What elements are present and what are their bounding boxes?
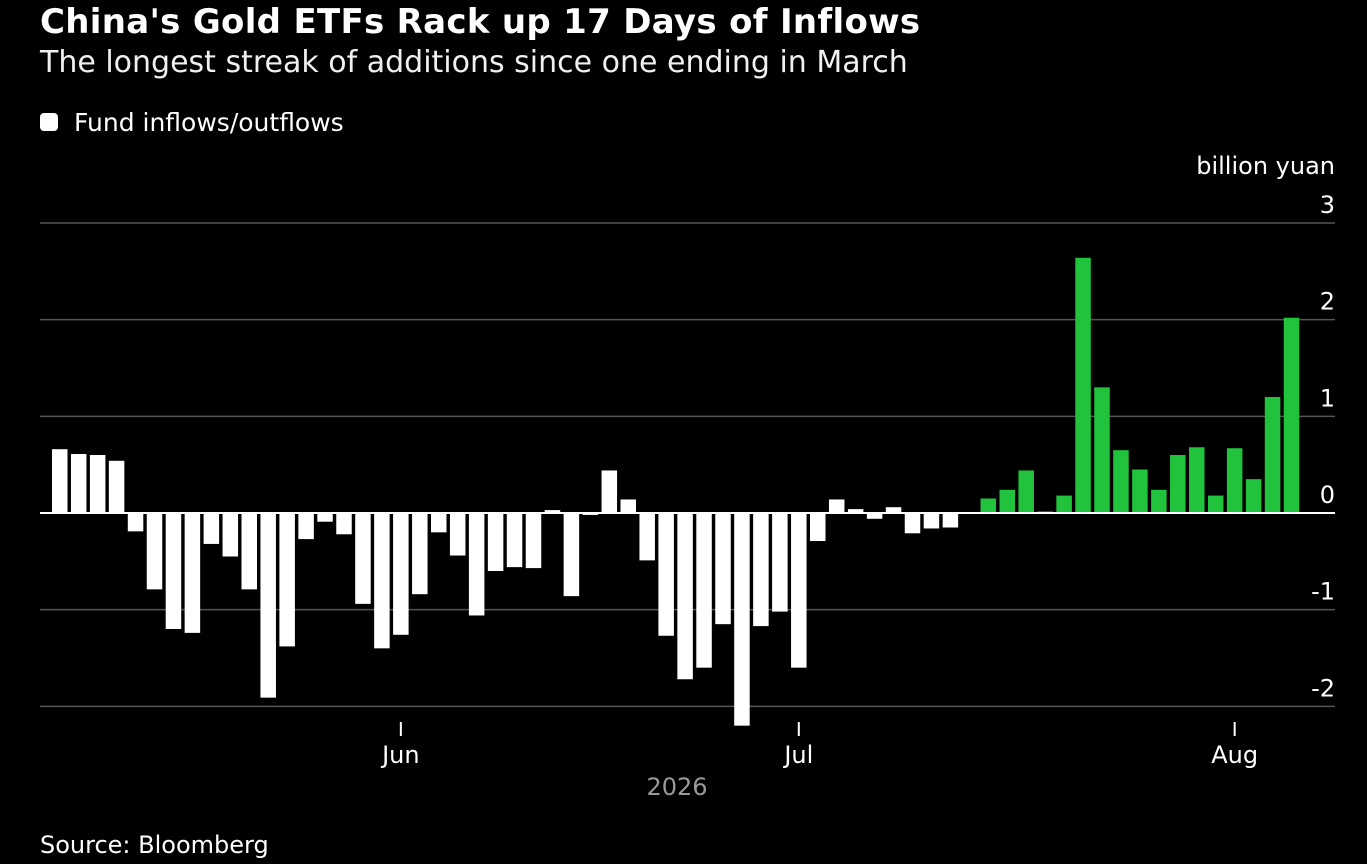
bar	[165, 513, 182, 629]
bar	[449, 513, 466, 556]
bar	[1094, 387, 1110, 513]
bar	[431, 513, 447, 533]
bar	[393, 513, 409, 635]
bar	[904, 513, 921, 534]
bar	[1018, 470, 1034, 513]
bar	[1226, 448, 1243, 513]
bar	[999, 489, 1015, 513]
bar	[184, 513, 201, 633]
y-axis-unit-label: billion yuan	[1196, 152, 1335, 180]
bar	[715, 513, 731, 625]
bar	[639, 513, 655, 561]
bar	[772, 513, 788, 612]
bar	[1189, 447, 1205, 513]
bar	[791, 513, 807, 668]
bar	[412, 513, 428, 595]
bar	[696, 513, 712, 668]
bar	[108, 460, 125, 513]
bar	[1245, 479, 1262, 513]
y-tick-label: 1	[1320, 384, 1335, 412]
bar	[828, 499, 845, 513]
y-tick-label: -1	[1311, 578, 1335, 606]
bar	[487, 513, 504, 571]
bar	[525, 513, 542, 569]
bar	[506, 513, 523, 568]
y-tick-label: 2	[1320, 288, 1335, 316]
legend: Fund inflows/outflows	[40, 106, 344, 138]
bar	[810, 513, 826, 542]
x-tick-label: Aug	[1211, 741, 1258, 769]
bar	[885, 507, 902, 513]
bar	[1207, 495, 1224, 513]
bar	[146, 513, 163, 590]
bar	[89, 455, 106, 513]
bar	[468, 513, 485, 616]
legend-swatch	[40, 113, 58, 131]
bar	[355, 513, 371, 604]
bar	[52, 449, 68, 513]
bar	[1132, 469, 1148, 513]
bar	[317, 513, 333, 522]
bar	[203, 513, 220, 544]
bar	[980, 498, 997, 513]
bar	[1264, 397, 1281, 513]
bar	[1075, 257, 1091, 513]
bar	[942, 513, 959, 528]
x-axis-year-label: 2026	[646, 773, 707, 801]
bar	[127, 513, 144, 532]
bar	[847, 509, 864, 513]
bar	[563, 513, 580, 597]
bar	[222, 513, 239, 557]
legend-label: Fund inflows/outflows	[74, 107, 344, 137]
bar	[734, 513, 750, 726]
bar	[923, 513, 940, 529]
bar	[374, 513, 390, 649]
y-tick-label: 0	[1320, 481, 1335, 509]
bar	[336, 513, 352, 535]
bar	[658, 513, 674, 636]
bar	[620, 499, 636, 513]
bar	[1170, 455, 1186, 513]
bar	[1283, 317, 1300, 513]
bar	[241, 513, 257, 590]
bar	[279, 513, 295, 647]
bar	[753, 513, 769, 627]
chart-title: China's Gold ETFs Rack up 17 Days of Inf…	[40, 2, 921, 42]
bar	[544, 510, 561, 513]
bar	[70, 454, 87, 513]
bar	[1151, 489, 1167, 513]
x-tick-label: Jun	[380, 741, 420, 769]
source-note: Source: Bloomberg	[40, 831, 269, 859]
chart-subtitle: The longest streak of additions since on…	[40, 45, 908, 80]
bar	[260, 513, 276, 698]
bar	[1056, 495, 1072, 513]
bar	[677, 513, 693, 680]
y-tick-label: -2	[1311, 674, 1335, 702]
bar	[298, 513, 314, 540]
bar	[1113, 450, 1129, 513]
bar	[866, 513, 883, 519]
x-tick-label: Jul	[782, 741, 813, 769]
bar	[601, 470, 618, 513]
y-tick-label: 3	[1320, 191, 1335, 219]
